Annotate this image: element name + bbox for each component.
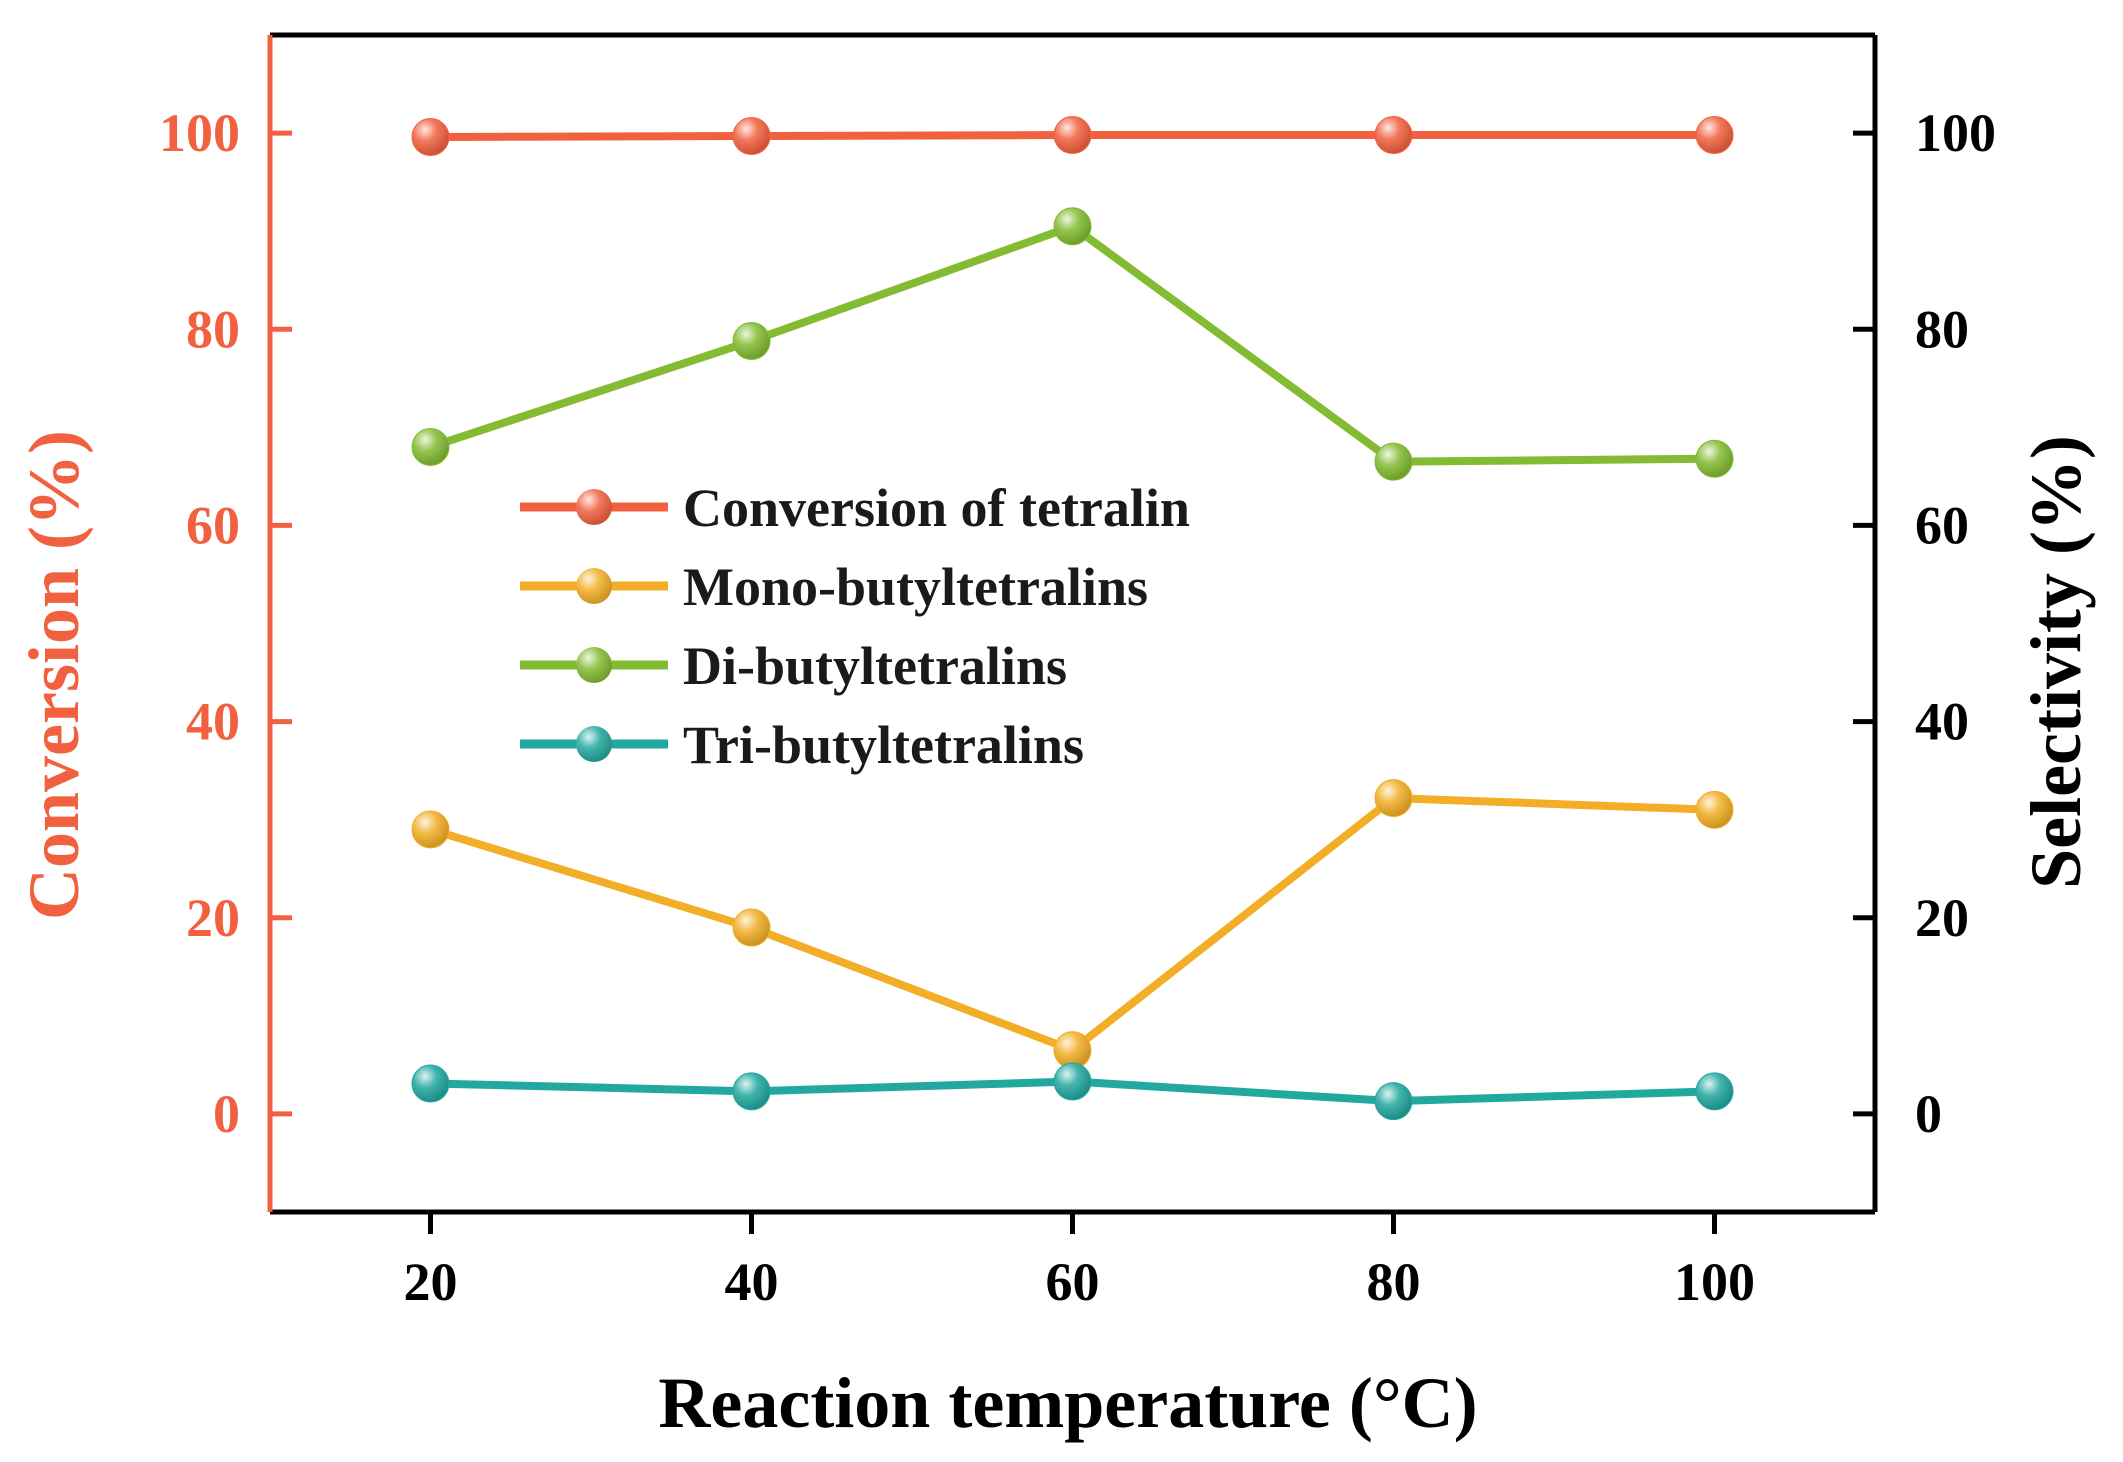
series-line bbox=[429, 222, 1715, 466]
series-0 bbox=[411, 116, 1734, 157]
data-point-highlight bbox=[1696, 440, 1733, 477]
data-point-highlight bbox=[1054, 1032, 1091, 1069]
series-line bbox=[429, 794, 1715, 1055]
data-point-highlight bbox=[412, 119, 449, 156]
y-right-tick-label: 20 bbox=[1915, 888, 1969, 948]
x-tick-label: 60 bbox=[1046, 1252, 1100, 1312]
y-left-tick-label: 60 bbox=[186, 495, 240, 555]
y-left-tick-label: 0 bbox=[213, 1084, 240, 1144]
data-point-highlight bbox=[412, 811, 449, 848]
y-left-tick-label: 40 bbox=[186, 692, 240, 752]
x-tick-label: 40 bbox=[725, 1252, 779, 1312]
series-2 bbox=[411, 207, 1734, 481]
data-point-highlight bbox=[412, 1065, 449, 1102]
x-axis-title: Reaction temperature (°C) bbox=[658, 1363, 1477, 1443]
data-point-highlight bbox=[412, 428, 449, 465]
y-axis-right-title: Selectivity (%) bbox=[2016, 435, 2096, 889]
series-3 bbox=[411, 1062, 1734, 1121]
y-right-tick-label: 40 bbox=[1915, 692, 1969, 752]
y-left-tick-label: 100 bbox=[159, 103, 240, 163]
y-right-tick-label: 80 bbox=[1915, 299, 1969, 359]
data-point-highlight bbox=[1375, 780, 1412, 817]
legend-label: Tri-butyltetralins bbox=[683, 715, 1084, 775]
x-tick-label: 100 bbox=[1674, 1252, 1755, 1312]
data-point-highlight bbox=[733, 118, 770, 155]
plot-frame bbox=[267, 32, 1878, 1215]
legend-marker-highlight bbox=[576, 647, 612, 683]
legend-item: Tri-butyltetralins bbox=[520, 715, 1084, 775]
data-point-highlight bbox=[733, 323, 770, 360]
x-tick-label: 20 bbox=[404, 1252, 458, 1312]
legend-label: Di-butyltetralins bbox=[683, 636, 1067, 696]
data-point-highlight bbox=[1696, 791, 1733, 828]
legend-label: Mono-butyltetralins bbox=[683, 557, 1148, 617]
series-1 bbox=[411, 779, 1734, 1070]
axes-layer: 0 0 20 20 40 40 60 60 80 80 100 100 20 40 60 80 100 bbox=[159, 103, 1996, 1312]
legend-marker-highlight bbox=[576, 726, 612, 762]
y-left-tick-label: 20 bbox=[186, 888, 240, 948]
data-point-highlight bbox=[1054, 1063, 1091, 1100]
data-point-highlight bbox=[1375, 443, 1412, 480]
y-right-tick-label: 0 bbox=[1915, 1084, 1942, 1144]
data-point-highlight bbox=[1696, 1073, 1733, 1110]
series-layer bbox=[411, 116, 1734, 1121]
legend-marker-highlight bbox=[576, 568, 612, 604]
data-point-highlight bbox=[733, 1073, 770, 1110]
y-left-tick-label: 80 bbox=[186, 299, 240, 359]
y-right-tick-label: 100 bbox=[1915, 103, 1996, 163]
data-point-highlight bbox=[1054, 208, 1091, 245]
legend-marker-highlight bbox=[576, 489, 612, 525]
legend-item: Di-butyltetralins bbox=[520, 636, 1067, 696]
data-point-highlight bbox=[1054, 117, 1091, 154]
data-point-highlight bbox=[1696, 117, 1733, 154]
data-point-highlight bbox=[1375, 1083, 1412, 1120]
legend-label: Conversion of tetralin bbox=[683, 478, 1190, 538]
y-right-tick-label: 60 bbox=[1915, 495, 1969, 555]
data-point-highlight bbox=[1375, 117, 1412, 154]
y-axis-left-title: Conversion (%) bbox=[14, 430, 94, 920]
x-tick-label: 80 bbox=[1367, 1252, 1421, 1312]
legend-item: Mono-butyltetralins bbox=[520, 557, 1148, 617]
legend: Conversion of tetralin Mono-butyltetralin… bbox=[520, 478, 1190, 775]
legend-item: Conversion of tetralin bbox=[520, 478, 1190, 538]
data-point-highlight bbox=[733, 909, 770, 946]
